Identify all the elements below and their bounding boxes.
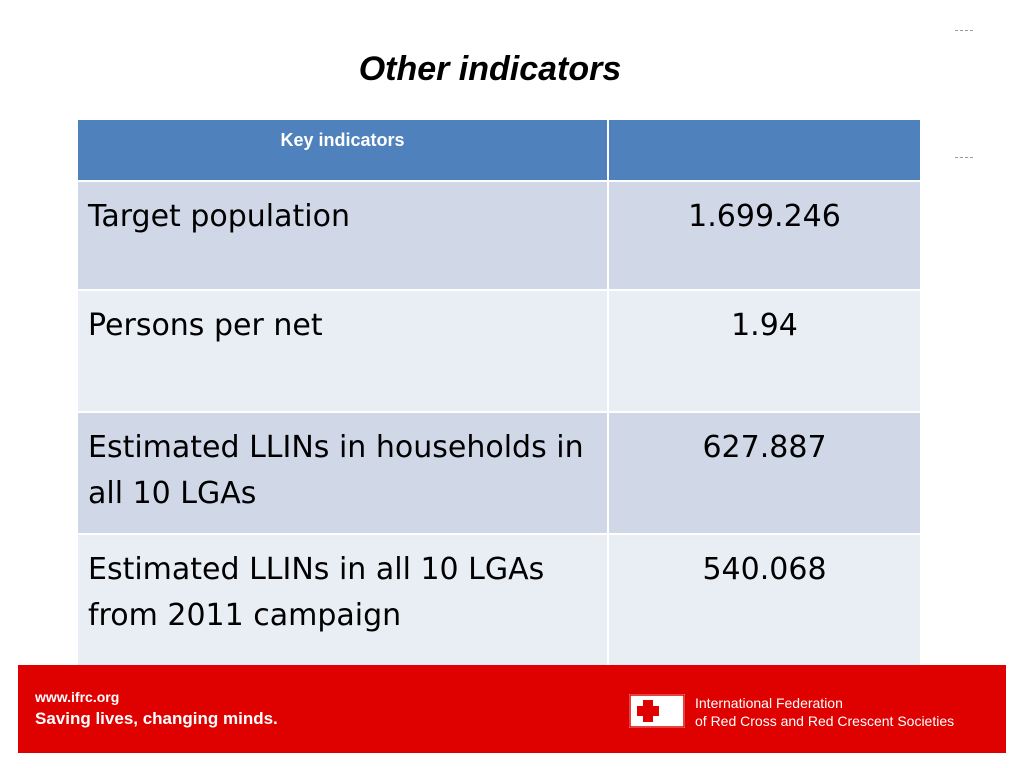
- row-value: 540.068: [607, 533, 922, 689]
- footer-banner: www.ifrc.org Saving lives, changing mind…: [18, 665, 1006, 753]
- slogan-text: Saving lives, changing minds.: [35, 709, 278, 728]
- row-label: Target population: [76, 180, 609, 291]
- indicators-table: Key indicators Target population 1.699.2…: [76, 118, 922, 689]
- org-name-line1: International Federation: [695, 695, 843, 711]
- table-row: Persons per net 1.94: [76, 289, 922, 413]
- row-value: 1.699.246: [607, 180, 922, 291]
- table-row: Estimated LLINs in all 10 LGAs from 2011…: [76, 533, 922, 689]
- row-label: Estimated LLINs in households in all 10 …: [76, 411, 609, 535]
- table-row: Estimated LLINs in households in all 10 …: [76, 411, 922, 535]
- table-row: Target population 1.699.246: [76, 180, 922, 291]
- table-header-key-indicators: Key indicators: [76, 118, 609, 182]
- row-value: 1.94: [607, 289, 922, 413]
- row-label: Estimated LLINs in all 10 LGAs from 2011…: [76, 533, 609, 689]
- table-header-value: [607, 118, 922, 182]
- website-link[interactable]: www.ifrc.org: [35, 689, 120, 705]
- org-name-line2: of Red Cross and Red Crescent Societies: [695, 713, 955, 729]
- red-cross-red-crescent-logo-icon: [629, 694, 685, 728]
- row-value: 627.887: [607, 411, 922, 535]
- table-header-label: Key indicators: [280, 130, 405, 150]
- corner-mark-mid: [955, 157, 973, 158]
- table-header-value-label: [609, 120, 920, 130]
- table-header-row: Key indicators: [76, 118, 922, 182]
- slide-title: Other indicators: [358, 50, 622, 88]
- corner-mark-top: [955, 30, 973, 31]
- row-label: Persons per net: [76, 289, 609, 413]
